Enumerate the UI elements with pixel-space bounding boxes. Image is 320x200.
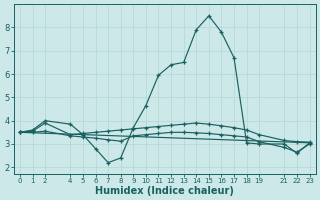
X-axis label: Humidex (Indice chaleur): Humidex (Indice chaleur) bbox=[95, 186, 234, 196]
